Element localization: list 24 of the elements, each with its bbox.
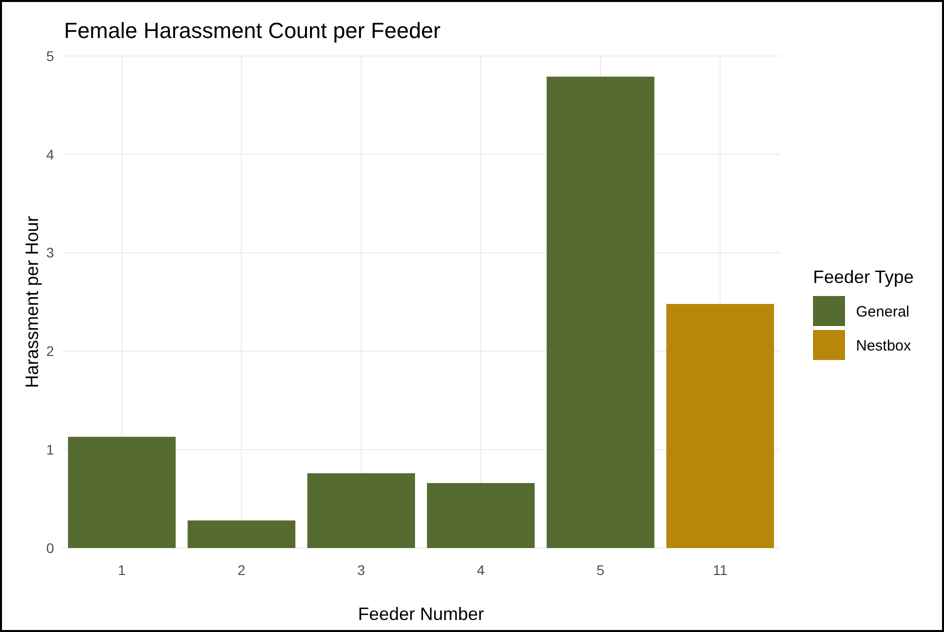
bar [546, 76, 654, 548]
legend-label: General [856, 303, 910, 320]
chart-title: Female Harassment Count per Feeder [64, 18, 441, 43]
x-tick-label: 5 [596, 562, 605, 578]
x-axis-title: Feeder Number [358, 604, 484, 624]
x-tick-label: 2 [238, 562, 246, 578]
y-tick-label: 4 [46, 146, 54, 162]
bar [426, 483, 535, 548]
bar [307, 473, 416, 548]
x-tick-label: 4 [476, 562, 485, 578]
y-axis-title: Harassment per Hour [22, 216, 42, 388]
y-tick-label: 0 [46, 540, 54, 556]
y-tick-label: 1 [46, 442, 54, 458]
x-tick-label: 3 [357, 562, 366, 578]
bar [188, 520, 296, 548]
x-tick-label: 11 [712, 562, 728, 578]
legend-title: Feeder Type [813, 267, 914, 287]
bar [68, 436, 176, 548]
y-tick-label: 5 [46, 48, 54, 64]
legend-label: Nestbox [856, 337, 912, 354]
bar [666, 304, 774, 548]
y-tick-label: 2 [46, 343, 54, 360]
x-tick-label: 1 [118, 562, 126, 578]
y-tick-label: 3 [46, 244, 54, 261]
